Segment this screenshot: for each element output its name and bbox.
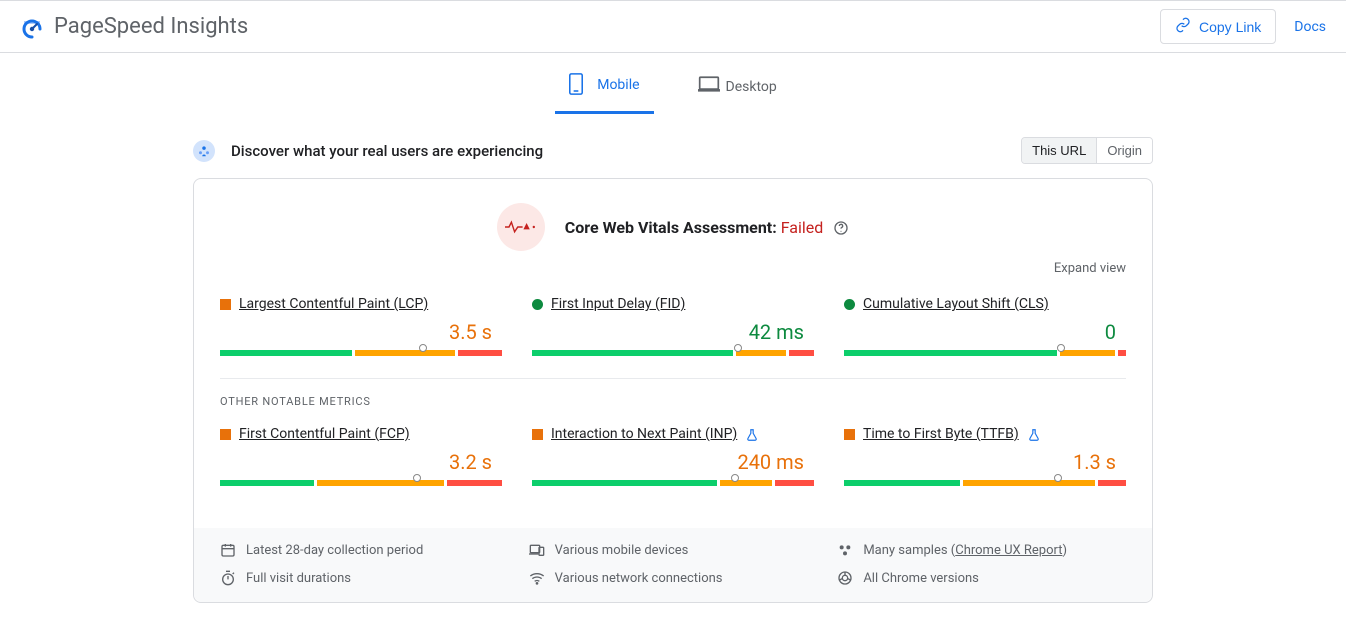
metric-label-row: Time to First Byte (TTFB) [844, 426, 1126, 442]
metric-label-row: Interaction to Next Paint (INP) [532, 426, 814, 442]
distribution-marker [1054, 474, 1062, 482]
experimental-icon [745, 427, 759, 441]
header: PageSpeed Insights Copy Link Docs [0, 0, 1346, 53]
discover-text: Discover what your real users are experi… [231, 142, 543, 160]
other-metrics-title: OTHER NOTABLE METRICS [214, 379, 1132, 412]
metric-distribution [220, 480, 502, 486]
footer-samples-text: Many samples (Chrome UX Report) [863, 543, 1067, 558]
tab-mobile-label: Mobile [597, 77, 639, 93]
app-title: PageSpeed Insights [54, 14, 248, 39]
tab-mobile[interactable]: Mobile [555, 63, 653, 114]
assessment-label: Core Web Vitals Assessment: [565, 218, 781, 237]
other-metrics-grid: First Contentful Paint (FCP) 3.2 s Interac… [214, 412, 1132, 508]
copy-link-button[interactable]: Copy Link [1160, 9, 1276, 44]
footer-devices: Various mobile devices [529, 542, 818, 558]
field-data-card: Core Web Vitals Assessment: Failed Expan… [193, 178, 1153, 603]
chrome-icon [837, 570, 853, 586]
footer-versions: All Chrome versions [837, 570, 1126, 586]
crux-report-link[interactable]: Chrome UX Report [955, 543, 1062, 558]
metric-distribution [844, 480, 1126, 486]
discover-left: Discover what your real users are experi… [193, 140, 543, 162]
copy-link-label: Copy Link [1199, 19, 1261, 35]
field-data-icon [193, 140, 215, 162]
metric-label[interactable]: Time to First Byte (TTFB) [863, 426, 1019, 442]
metric: Time to First Byte (TTFB) 1.3 s [844, 426, 1126, 486]
footer-durations: Full visit durations [220, 570, 509, 586]
distribution-marker [413, 474, 421, 482]
samples-icon [837, 542, 853, 558]
metric-distribution [532, 480, 814, 486]
content: Discover what your real users are experi… [193, 115, 1153, 619]
metric: Largest Contentful Paint (LCP) 3.5 s [220, 296, 502, 356]
mobile-icon [569, 73, 587, 97]
metric-value: 3.5 s [220, 320, 492, 344]
discover-row: Discover what your real users are experi… [193, 131, 1153, 178]
assessment-status-icon [497, 203, 545, 251]
calendar-icon [220, 542, 236, 558]
scope-toggle: This URL Origin [1021, 137, 1153, 164]
wifi-icon [529, 570, 545, 586]
metric-value: 240 ms [532, 450, 804, 474]
metric-label-row: First Contentful Paint (FCP) [220, 426, 502, 442]
metric-label[interactable]: First Input Delay (FID) [551, 296, 685, 312]
metric-label-row: First Input Delay (FID) [532, 296, 814, 312]
tab-desktop[interactable]: Desktop [684, 63, 791, 114]
distribution-marker [419, 344, 427, 352]
metric: Interaction to Next Paint (INP) 240 ms [532, 426, 814, 486]
device-tabs: Mobile Desktop [0, 53, 1346, 115]
devices-icon [529, 542, 545, 558]
metric-distribution [220, 350, 502, 356]
metric-distribution [844, 350, 1126, 356]
expand-view-link[interactable]: Expand view [214, 251, 1132, 282]
metric-value: 1.3 s [844, 450, 1116, 474]
distribution-marker [1057, 344, 1065, 352]
tab-desktop-label: Desktop [726, 79, 777, 95]
footer-period-text: Latest 28-day collection period [246, 543, 423, 558]
help-icon[interactable] [833, 220, 849, 236]
scope-origin-button[interactable]: Origin [1096, 138, 1152, 163]
field-data-footer: Latest 28-day collection period Various … [194, 528, 1152, 602]
metric-label-row: Largest Contentful Paint (LCP) [220, 296, 502, 312]
footer-versions-text: All Chrome versions [863, 571, 979, 586]
logo-region: PageSpeed Insights [20, 14, 248, 39]
stopwatch-icon [220, 570, 236, 586]
metric-distribution [532, 350, 814, 356]
desktop-icon [698, 75, 716, 99]
footer-samples: Many samples (Chrome UX Report) [837, 542, 1126, 558]
metric: Cumulative Layout Shift (CLS) 0 [844, 296, 1126, 356]
metric-value: 42 ms [532, 320, 804, 344]
metric-value: 0 [844, 320, 1116, 344]
assessment-status: Failed [781, 218, 824, 237]
distribution-marker [731, 474, 739, 482]
footer-network: Various network connections [529, 570, 818, 586]
assessment-text: Core Web Vitals Assessment: Failed [565, 218, 849, 237]
metric-label[interactable]: Cumulative Layout Shift (CLS) [863, 296, 1049, 312]
metric: First Contentful Paint (FCP) 3.2 s [220, 426, 502, 486]
footer-devices-text: Various mobile devices [555, 543, 689, 558]
metric-value: 3.2 s [220, 450, 492, 474]
distribution-marker [734, 344, 742, 352]
experimental-icon [1027, 427, 1041, 441]
footer-network-text: Various network connections [555, 571, 723, 586]
footer-durations-text: Full visit durations [246, 571, 351, 586]
core-metrics-grid: Largest Contentful Paint (LCP) 3.5 s First… [214, 282, 1132, 378]
metric-label[interactable]: Largest Contentful Paint (LCP) [239, 296, 428, 312]
footer-period: Latest 28-day collection period [220, 542, 509, 558]
pagespeed-logo-icon [20, 15, 44, 39]
metric-label-row: Cumulative Layout Shift (CLS) [844, 296, 1126, 312]
metric: First Input Delay (FID) 42 ms [532, 296, 814, 356]
docs-link[interactable]: Docs [1294, 19, 1326, 35]
metric-label[interactable]: First Contentful Paint (FCP) [239, 426, 410, 442]
header-actions: Copy Link Docs [1160, 9, 1326, 44]
metric-label[interactable]: Interaction to Next Paint (INP) [551, 426, 737, 442]
assessment-row: Core Web Vitals Assessment: Failed [214, 203, 1132, 251]
scope-this-url-button[interactable]: This URL [1022, 138, 1096, 163]
link-icon [1175, 17, 1191, 36]
